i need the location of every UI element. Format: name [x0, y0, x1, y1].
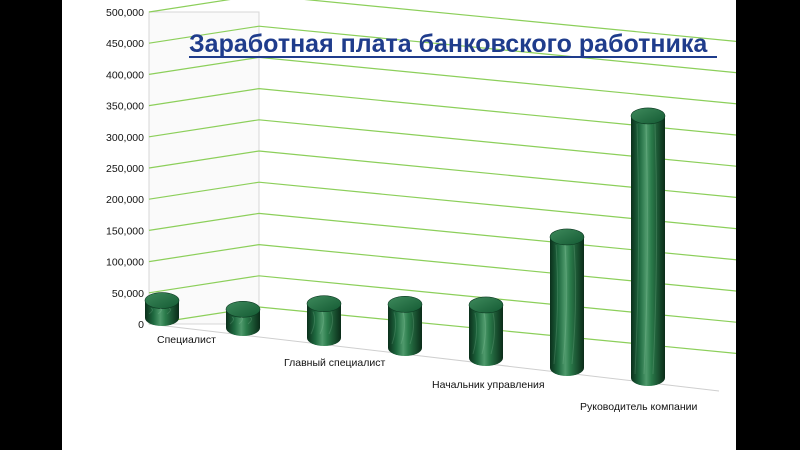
gridline	[148, 181, 736, 230]
bar-body	[550, 236, 584, 376]
gridline	[148, 0, 736, 42]
bar-texture	[166, 308, 172, 315]
y-tick-label: 200,000	[106, 194, 144, 206]
side-wall	[148, 11, 260, 325]
bar	[144, 292, 180, 326]
y-tick-label: 350,000	[106, 101, 144, 113]
gridline	[148, 243, 736, 292]
bar-cap	[630, 107, 666, 125]
x-category-label: Начальник управления	[432, 379, 545, 391]
y-tick-label: 300,000	[106, 132, 144, 144]
y-tick-label: 500,000	[106, 7, 144, 19]
bar-cap	[144, 292, 180, 309]
slide: 0 50,000 100,000 150,000 200,000 250,000 300,0…	[62, 0, 736, 450]
bar-texture	[652, 123, 658, 375]
bar-chart: 0 50,000 100,000 150,000 200,000 250,000 300,0…	[106, 0, 736, 413]
bar	[225, 300, 261, 336]
bar-texture	[238, 316, 244, 325]
bar	[387, 296, 423, 356]
y-tick-label: 450,000	[106, 38, 144, 50]
y-tick-label: 50,000	[112, 288, 144, 300]
bar-cap	[549, 228, 585, 246]
gridline	[148, 119, 736, 167]
bar-texture	[328, 311, 334, 335]
bar	[468, 296, 504, 366]
bars	[144, 107, 666, 387]
bar-cap	[387, 296, 423, 313]
y-tick-label: 100,000	[106, 257, 144, 269]
bar-texture	[553, 244, 559, 365]
bar	[630, 107, 666, 387]
chart-title: Заработная плата банковского работника	[189, 30, 708, 58]
y-tick-label: 250,000	[106, 163, 144, 175]
bar	[549, 228, 585, 376]
bar-texture	[562, 244, 568, 365]
bar-texture	[157, 308, 163, 315]
bar-texture	[490, 312, 496, 355]
bar-body	[307, 303, 341, 346]
bar-body	[388, 304, 422, 356]
y-tick-label: 150,000	[106, 225, 144, 237]
bar-texture	[481, 312, 487, 355]
bar	[306, 295, 342, 346]
gridline	[148, 87, 736, 136]
bar-texture	[409, 312, 415, 345]
gridline	[148, 275, 736, 323]
bar-texture	[400, 312, 406, 345]
gridline	[148, 212, 736, 261]
bar-texture	[247, 316, 253, 325]
bar-texture	[310, 311, 316, 335]
y-axis: 0 50,000 100,000 150,000 200,000 250,000 300,0…	[106, 7, 144, 331]
bar-texture	[391, 312, 397, 345]
bar-cap	[468, 296, 504, 314]
gridline	[148, 150, 736, 198]
y-tick-label: 0	[138, 319, 144, 331]
bar-texture	[148, 308, 154, 315]
gridline	[148, 25, 736, 74]
x-axis-labels: Специалист Главный специалист Начальник уп…	[157, 334, 698, 413]
bar-texture	[634, 123, 640, 375]
y-tick-label: 400,000	[106, 69, 144, 81]
bar-texture	[571, 244, 577, 365]
x-category-label: Руководитель компании	[580, 401, 698, 413]
bar-texture	[472, 312, 478, 355]
bar-body	[631, 115, 665, 387]
bar-texture	[643, 123, 649, 375]
bar-cap	[306, 295, 342, 312]
bar-body	[469, 304, 503, 366]
x-category-label: Специалист	[157, 334, 216, 346]
bar-cap	[225, 300, 261, 318]
bar-texture	[319, 311, 325, 335]
bar-texture	[229, 316, 235, 325]
x-category-label: Главный специалист	[284, 357, 386, 369]
